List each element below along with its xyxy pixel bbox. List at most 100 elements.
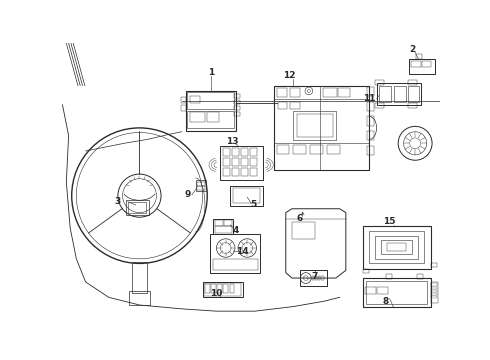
Bar bbox=[229, 284, 234, 293]
Bar bbox=[250, 168, 257, 176]
Text: 11: 11 bbox=[363, 94, 375, 103]
Bar bbox=[315, 276, 318, 280]
Bar bbox=[368, 87, 373, 96]
Text: 3: 3 bbox=[115, 197, 121, 206]
Bar bbox=[241, 158, 248, 166]
Bar bbox=[276, 145, 289, 154]
Bar bbox=[215, 220, 222, 226]
Text: 8: 8 bbox=[383, 297, 389, 306]
Bar bbox=[292, 222, 315, 239]
Bar bbox=[431, 287, 438, 289]
Bar bbox=[190, 95, 200, 103]
Bar bbox=[222, 148, 229, 156]
Text: 6: 6 bbox=[296, 214, 303, 223]
Bar bbox=[232, 148, 239, 156]
Bar bbox=[190, 112, 205, 122]
Text: 10: 10 bbox=[210, 289, 222, 298]
Bar bbox=[431, 296, 438, 298]
Bar bbox=[203, 282, 243, 297]
Bar bbox=[408, 103, 417, 108]
Bar bbox=[181, 97, 187, 103]
Bar bbox=[431, 289, 438, 292]
Bar bbox=[431, 283, 438, 286]
Bar bbox=[129, 291, 150, 305]
Bar bbox=[431, 293, 438, 295]
Text: 1: 1 bbox=[208, 68, 214, 77]
Bar bbox=[230, 186, 263, 206]
Text: 9: 9 bbox=[185, 190, 191, 199]
Bar bbox=[408, 80, 417, 85]
Bar bbox=[393, 86, 406, 103]
Text: 13: 13 bbox=[225, 137, 238, 146]
Bar bbox=[234, 112, 240, 116]
Bar bbox=[223, 284, 228, 293]
Bar bbox=[386, 274, 392, 279]
Text: 15: 15 bbox=[384, 217, 396, 226]
Bar bbox=[278, 102, 287, 109]
Text: 7: 7 bbox=[312, 272, 318, 281]
Bar bbox=[338, 88, 350, 97]
Bar bbox=[250, 158, 257, 166]
Bar bbox=[363, 278, 431, 307]
Bar bbox=[377, 287, 388, 294]
Bar bbox=[250, 148, 257, 156]
Bar bbox=[224, 220, 232, 226]
Bar bbox=[323, 88, 337, 97]
Bar bbox=[312, 276, 314, 280]
Bar bbox=[321, 276, 323, 280]
Bar bbox=[365, 287, 376, 294]
Bar bbox=[375, 103, 384, 108]
Bar bbox=[222, 158, 229, 166]
Bar bbox=[207, 112, 219, 122]
Bar bbox=[274, 86, 369, 170]
Bar bbox=[368, 102, 373, 111]
Bar bbox=[369, 231, 424, 264]
Bar bbox=[388, 243, 406, 251]
Bar bbox=[217, 284, 222, 293]
Bar bbox=[186, 91, 236, 131]
Bar bbox=[214, 219, 233, 234]
Bar bbox=[366, 281, 427, 304]
Bar bbox=[411, 61, 420, 67]
Bar bbox=[379, 86, 391, 103]
Bar bbox=[300, 270, 326, 286]
Bar bbox=[125, 199, 149, 215]
Bar bbox=[290, 88, 300, 97]
Bar bbox=[294, 111, 336, 140]
Bar bbox=[211, 284, 216, 293]
Bar bbox=[204, 283, 241, 296]
Bar bbox=[196, 180, 206, 191]
Bar bbox=[128, 202, 147, 213]
Bar bbox=[368, 131, 373, 140]
Bar bbox=[232, 168, 239, 176]
Bar bbox=[422, 61, 431, 67]
Bar bbox=[296, 114, 333, 137]
Bar bbox=[187, 93, 234, 109]
Bar bbox=[213, 259, 258, 270]
Bar bbox=[205, 284, 210, 293]
Text: 5: 5 bbox=[250, 201, 257, 210]
Bar bbox=[215, 226, 232, 233]
Bar bbox=[318, 276, 320, 280]
Bar bbox=[241, 168, 248, 176]
Bar bbox=[375, 236, 418, 259]
Bar bbox=[294, 145, 306, 154]
Bar bbox=[210, 234, 260, 273]
Bar bbox=[234, 94, 240, 98]
Bar bbox=[276, 88, 287, 97]
Bar bbox=[234, 100, 240, 104]
Bar bbox=[381, 240, 412, 254]
Bar bbox=[431, 282, 438, 303]
Text: 12: 12 bbox=[283, 71, 296, 80]
Bar bbox=[132, 262, 147, 293]
Bar bbox=[363, 226, 431, 269]
Text: 4: 4 bbox=[233, 226, 239, 235]
Bar bbox=[416, 54, 422, 59]
Bar bbox=[234, 106, 240, 110]
Bar bbox=[233, 188, 260, 203]
Bar bbox=[311, 145, 323, 154]
Bar bbox=[291, 102, 300, 109]
Bar bbox=[241, 148, 248, 156]
Bar bbox=[377, 83, 420, 105]
Bar bbox=[363, 269, 369, 274]
